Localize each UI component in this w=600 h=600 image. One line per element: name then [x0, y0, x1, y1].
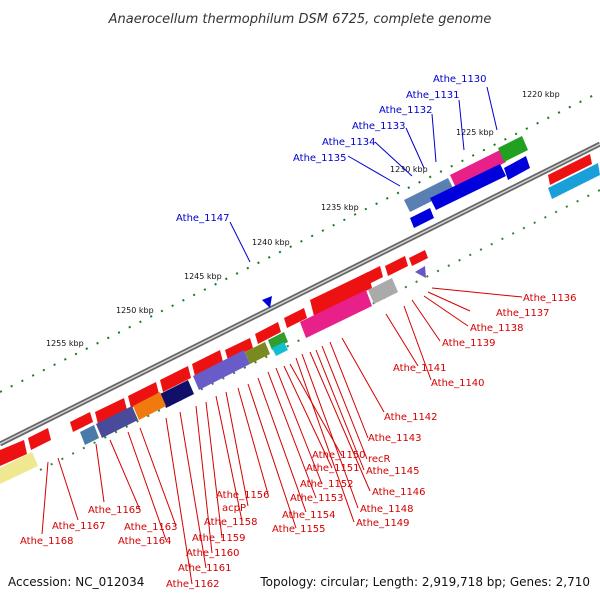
gene-label: Athe_1148	[360, 504, 414, 515]
gene-block	[268, 332, 288, 350]
accession-text: Accession: NC_012034	[8, 575, 144, 589]
forward-strand-genes	[0, 154, 592, 466]
gene-label: Athe_1149	[356, 518, 410, 529]
gene-block	[368, 278, 398, 304]
gene-block	[245, 342, 270, 364]
gene-arrow	[284, 308, 307, 328]
gene-block	[498, 136, 528, 162]
gene-label: Athe_1134	[322, 137, 376, 148]
reverse-strand-genes	[262, 156, 530, 308]
gene-arrow	[430, 164, 506, 210]
gene-arrow	[255, 322, 281, 344]
gene-label: Athe_1165	[88, 505, 142, 516]
gene-arrow	[410, 208, 434, 228]
red-leader-lines	[41, 287, 523, 585]
gene-label: recR	[368, 454, 391, 465]
kbp-label: 1225 kbp	[456, 128, 494, 137]
gene-label: Athe_1138	[470, 323, 524, 334]
gene-block	[272, 342, 288, 356]
gene-arrow	[28, 428, 51, 450]
gene-label: Athe_1163	[124, 522, 178, 533]
gene-arrow	[310, 272, 372, 316]
gene-block	[0, 452, 38, 484]
gene-label: Athe_1141	[393, 363, 447, 374]
gene-block	[80, 425, 99, 445]
gene-block	[450, 150, 506, 188]
gene-block	[193, 350, 250, 390]
gene-label: Athe_1136	[523, 293, 577, 304]
gene-arrow	[225, 338, 253, 360]
gene-arrow	[415, 266, 426, 278]
gene-label: Athe_1154	[282, 510, 336, 521]
kbp-label: 1235 kbp	[321, 203, 359, 212]
gene-label: Athe_1137	[496, 308, 550, 319]
gene-arrow	[504, 156, 530, 180]
gene-block	[96, 406, 138, 438]
gene-arrow	[385, 256, 408, 276]
gene-label: Athe_1161	[178, 563, 232, 574]
gene-label: Athe_1139	[442, 338, 496, 349]
gene-arrow	[128, 382, 159, 408]
gene-block	[404, 178, 454, 212]
kbp-label: 1240 kbp	[252, 238, 290, 247]
gene-label: Athe_1131	[406, 90, 460, 101]
gene-label: Athe_1145	[366, 466, 420, 477]
gene-label: Athe_1150	[312, 450, 366, 461]
gene-arrow	[70, 412, 93, 432]
gene-label: Athe_1135	[293, 153, 347, 164]
gene-label: Athe_1147	[176, 213, 230, 224]
gene-arrow	[192, 350, 223, 376]
gene-label: Athe_1142	[384, 412, 438, 423]
kbp-label: 1220 kbp	[522, 90, 560, 99]
gene-label: Athe_1130	[433, 74, 487, 85]
gene-label: Athe_1152	[300, 479, 354, 490]
gene-label: Athe_1153	[290, 493, 344, 504]
blue-leader-lines	[229, 86, 498, 263]
kbp-label: 1245 kbp	[184, 272, 222, 281]
genome-backbone	[0, 141, 600, 447]
gene-block	[300, 290, 372, 338]
gene-label: Athe_1164	[118, 536, 172, 547]
gene-arrow	[548, 154, 592, 185]
gene-arrow	[0, 440, 27, 466]
gene-label: Athe_1162	[166, 579, 220, 590]
gene-label: Athe_1160	[186, 548, 240, 559]
gene-label: Athe_1133	[352, 121, 406, 132]
gene-block	[548, 163, 600, 199]
gene-label: Athe_1140	[431, 378, 485, 389]
gene-label: Athe_1146	[372, 487, 426, 498]
gene-label: Athe_1158	[204, 517, 258, 528]
gene-label: Athe_1168	[20, 536, 74, 547]
gene-block	[133, 392, 166, 420]
gene-arrow	[160, 366, 191, 392]
gene-label: Athe_1155	[272, 524, 326, 535]
gene-label: Athe_1132	[379, 105, 433, 116]
gene-label: Athe_1151	[306, 463, 360, 474]
gene-label: acpP	[222, 503, 246, 514]
gene-label: Athe_1143	[368, 433, 422, 444]
map-title: Anaerocellum thermophilum DSM 6725, comp…	[108, 12, 492, 27]
gene-arrow	[409, 250, 428, 266]
gene-label: Athe_1159	[192, 533, 246, 544]
topology-text: Topology: circular; Length: 2,919,718 bp…	[259, 575, 590, 589]
kbp-label: 1250 kbp	[116, 306, 154, 315]
gene-arrow	[95, 398, 127, 424]
gene-label: Athe_1167	[52, 521, 106, 532]
gene-label: Athe_1156	[216, 490, 270, 501]
kbp-label: 1255 kbp	[46, 339, 84, 348]
gene-block	[160, 380, 194, 408]
kbp-label: 1230 kbp	[390, 165, 428, 174]
gene-arrow	[262, 296, 272, 308]
colored-gene-blocks	[0, 136, 600, 484]
